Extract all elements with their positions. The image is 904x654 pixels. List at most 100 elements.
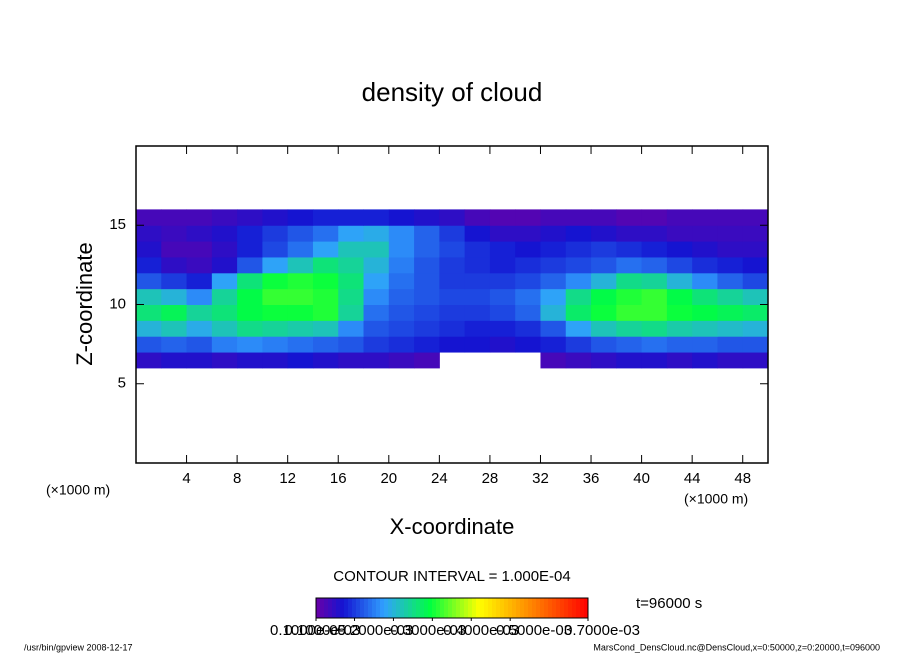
x-unit: (×1000 m) [46, 482, 110, 498]
cell [641, 320, 668, 337]
colorbar-swatch [412, 598, 417, 618]
cell [388, 241, 415, 258]
cell [338, 288, 365, 305]
cell [540, 256, 567, 274]
cell [515, 272, 541, 290]
colorbar-swatch [344, 598, 349, 618]
cell [616, 288, 643, 305]
colorbar-swatch [448, 598, 453, 618]
cell [515, 304, 541, 321]
colorbar-swatch [508, 598, 513, 618]
cell [515, 209, 541, 226]
cell [136, 225, 162, 242]
x-tick-label: 44 [684, 470, 701, 487]
cell [692, 256, 718, 274]
colorbar-swatch [360, 598, 365, 618]
cell [591, 225, 617, 242]
cell [616, 241, 643, 258]
cell [565, 209, 592, 226]
cell [388, 225, 415, 242]
cell [211, 288, 238, 305]
cell [464, 256, 491, 274]
cell [742, 288, 769, 305]
cell [211, 352, 238, 369]
cell [565, 256, 592, 274]
cell [692, 288, 718, 305]
cell [211, 272, 238, 290]
colorbar-swatch [496, 598, 501, 618]
cell [489, 225, 516, 242]
cell [414, 352, 440, 369]
cell [666, 352, 693, 369]
cell [237, 225, 263, 242]
cell [439, 209, 466, 226]
colorbar-swatch [440, 598, 445, 618]
cell [742, 256, 769, 274]
cell [312, 225, 339, 242]
cell [363, 225, 390, 242]
cell [363, 288, 390, 305]
cell [312, 241, 339, 258]
cell [262, 288, 289, 305]
colorbar-swatch [560, 598, 565, 618]
y-tick-label: 5 [118, 375, 126, 392]
cell [186, 320, 213, 337]
cell [540, 320, 567, 337]
colorbar-swatch [352, 598, 357, 618]
cell [540, 352, 567, 369]
x-tick-label: 40 [633, 470, 650, 487]
colorbar-tick-label: 0.1000e-03 [284, 622, 360, 639]
cell [742, 336, 769, 353]
cell [565, 241, 592, 258]
colorbar-swatch [528, 598, 533, 618]
colorbar-swatch [356, 598, 361, 618]
cell [591, 320, 617, 337]
colorbar-swatch [452, 598, 457, 618]
cell [540, 288, 567, 305]
colorbar-swatch [424, 598, 429, 618]
x-tick-label: 12 [279, 470, 296, 487]
colorbar-swatch [388, 598, 393, 618]
y-tick-label: 15 [109, 216, 126, 233]
cell [414, 272, 440, 290]
x-tick-label: 28 [482, 470, 499, 487]
cell [211, 304, 238, 321]
colorbar-swatch [512, 598, 517, 618]
cell [363, 336, 390, 353]
cell [489, 241, 516, 258]
cell [464, 209, 491, 226]
cell [338, 209, 365, 226]
cell [237, 288, 263, 305]
cell [186, 336, 213, 353]
colorbar-swatch [392, 598, 397, 618]
cell [414, 304, 440, 321]
colorbar-tick-label: 0.5000e-03 [496, 622, 572, 639]
cell [136, 304, 162, 321]
cell [363, 304, 390, 321]
colorbar-swatch [380, 598, 385, 618]
cell [312, 209, 339, 226]
cell [186, 256, 213, 274]
cell [641, 272, 668, 290]
cell [515, 320, 541, 337]
cell [161, 288, 188, 305]
cell [312, 336, 339, 353]
cell [540, 272, 567, 290]
cell [211, 320, 238, 337]
colorbar-swatch [408, 598, 413, 618]
cell [591, 304, 617, 321]
contour-interval: CONTOUR INTERVAL = 1.000E-04 [333, 568, 570, 585]
cell [136, 241, 162, 258]
colorbar-swatch [492, 598, 497, 618]
colorbar-swatch [524, 598, 529, 618]
cell [414, 320, 440, 337]
colorbar-tick-label: 0.1000e-05 [270, 622, 346, 639]
cell [742, 209, 769, 226]
cell [211, 336, 238, 353]
colorbar-swatch [428, 598, 433, 618]
cell [489, 256, 516, 274]
cell [287, 304, 314, 321]
colorbar-swatch [368, 598, 373, 618]
cell [641, 352, 668, 369]
